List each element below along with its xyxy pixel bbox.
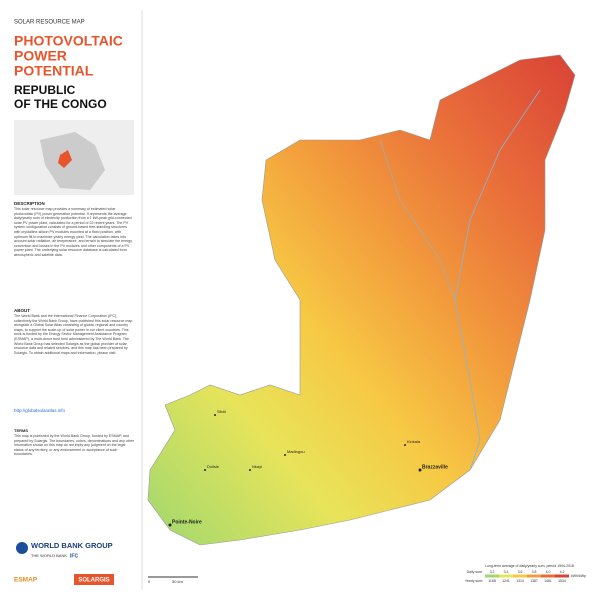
solargis-logo: [74, 574, 114, 585]
city-dot: [418, 468, 422, 472]
title: POWER: [14, 48, 67, 64]
legend-tick: 3.6: [518, 570, 523, 574]
city-dot: [404, 444, 406, 446]
legend-title: Long-term average of daily/yearly sum, p…: [485, 564, 574, 568]
link[interactable]: http://globalsolaratlas.info: [14, 408, 66, 413]
paragraph: The World Bank and the International Fin…: [14, 314, 133, 355]
section-heading: ABOUT: [14, 308, 30, 313]
country: OF THE CONGO: [14, 97, 107, 111]
logo-text: SOLARGIS: [78, 578, 109, 584]
legend-tick: 1387: [530, 579, 538, 583]
legend-tick: 1534: [558, 579, 566, 583]
title: POTENTIAL: [14, 63, 94, 79]
city-label: Madingou: [287, 449, 305, 454]
city-dot: [214, 414, 216, 416]
paragraph: This map is published by the World Bank …: [14, 434, 134, 457]
legend-tick: 3.2: [490, 570, 495, 574]
paragraph: This solar resource map provides a summa…: [14, 207, 133, 257]
logo-text: ESMAP: [14, 577, 38, 584]
text-box: This map is published by the World Bank …: [14, 434, 134, 457]
city-dot: [249, 469, 251, 471]
legend-tick: 4.2: [560, 570, 565, 574]
city-label: Brazzaville: [422, 464, 448, 470]
legend-tick: 1314: [516, 579, 524, 583]
logo-text: IFC: [70, 553, 78, 559]
scale-label: 50 km: [172, 579, 184, 584]
legend-tick: 3.4: [504, 570, 509, 574]
legend-swatch: [527, 574, 541, 578]
legend-label: Yearly sum:: [465, 579, 483, 583]
legend-tick: 3.8: [532, 570, 537, 574]
legend-swatch: [541, 574, 555, 578]
city-label: Dolisie: [207, 464, 220, 469]
logo-text: THE WORLD BANK: [31, 553, 67, 558]
text-box: This solar resource map provides a summa…: [14, 207, 133, 257]
legend-tick: 1168: [488, 579, 496, 583]
text-box: The World Bank and the International Fin…: [14, 314, 133, 355]
legend-unit: kWh/kWp: [571, 574, 586, 578]
title: PHOTOVOLTAIC: [14, 33, 123, 49]
city-label: Nkayi: [252, 464, 262, 469]
legend: Long-term average of daily/yearly sum, p…: [465, 564, 586, 583]
city-label: Kinkala: [407, 439, 421, 444]
legend-label: Daily sum:: [467, 570, 483, 574]
city-label: Pointe-Noire: [172, 519, 202, 525]
country: REPUBLIC: [14, 83, 76, 97]
legend-swatch: [555, 574, 569, 578]
kicker: SOLAR RESOURCE MAP: [14, 20, 85, 26]
locator-country: [58, 150, 72, 168]
country-map: [147, 54, 576, 546]
legend-tick: 1461: [544, 579, 552, 583]
africa: [40, 132, 105, 190]
section-heading: TERMS: [14, 428, 28, 433]
river: [379, 139, 456, 301]
city-label: Sibiti: [217, 409, 226, 414]
legend-tick: 1241: [502, 579, 510, 583]
logo-text: WORLD BANK GROUP: [31, 541, 113, 550]
legend-swatch: [499, 574, 513, 578]
wbg-logo: [16, 542, 28, 554]
city-dot: [284, 454, 286, 456]
scale-label: 0: [148, 579, 151, 584]
city-dot: [168, 523, 172, 527]
city-dot: [204, 469, 206, 471]
section-heading: DESCRIPTION: [14, 201, 45, 206]
legend-swatch: [513, 574, 527, 578]
legend-tick: 4.0: [546, 570, 551, 574]
legend-swatch: [485, 574, 499, 578]
city-labels: Brazzaville Pointe-Noire Dolisie Nkayi Kinka…: [168, 409, 448, 527]
